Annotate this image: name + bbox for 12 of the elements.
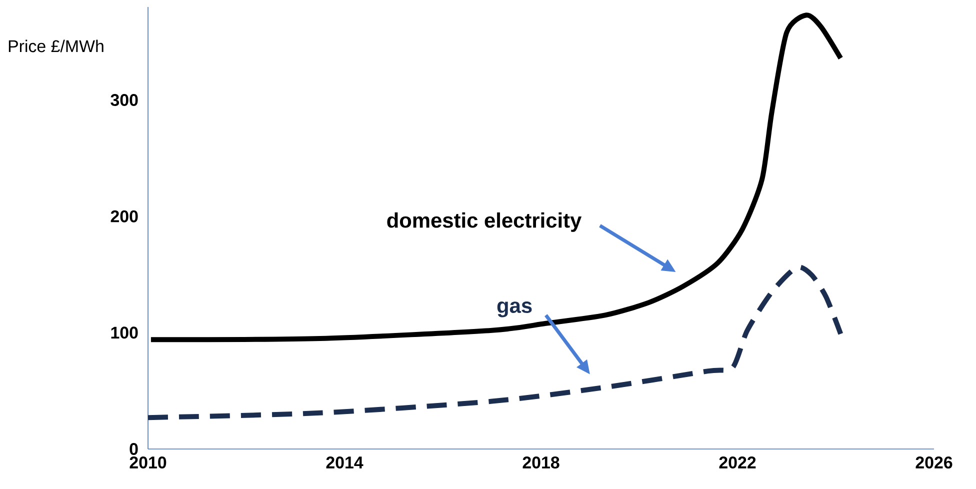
- x-tick-label: 2022: [719, 456, 756, 469]
- x-tick-label: 2010: [130, 456, 166, 469]
- y-axis-title: Price £/MWh: [8, 40, 104, 52]
- y-tick-label: 0: [130, 442, 138, 455]
- text: gas: [497, 302, 532, 318]
- x-tick-label: 2014: [326, 456, 364, 469]
- x-tick-label: 2026: [916, 456, 952, 469]
- text: domestic electricity: [387, 212, 582, 232]
- x-tick-label: 2018: [522, 456, 560, 469]
- y-tick-label: 200: [110, 210, 138, 222]
- y-tick-label: 300: [110, 94, 138, 106]
- y-tick-label: 100: [111, 326, 138, 339]
